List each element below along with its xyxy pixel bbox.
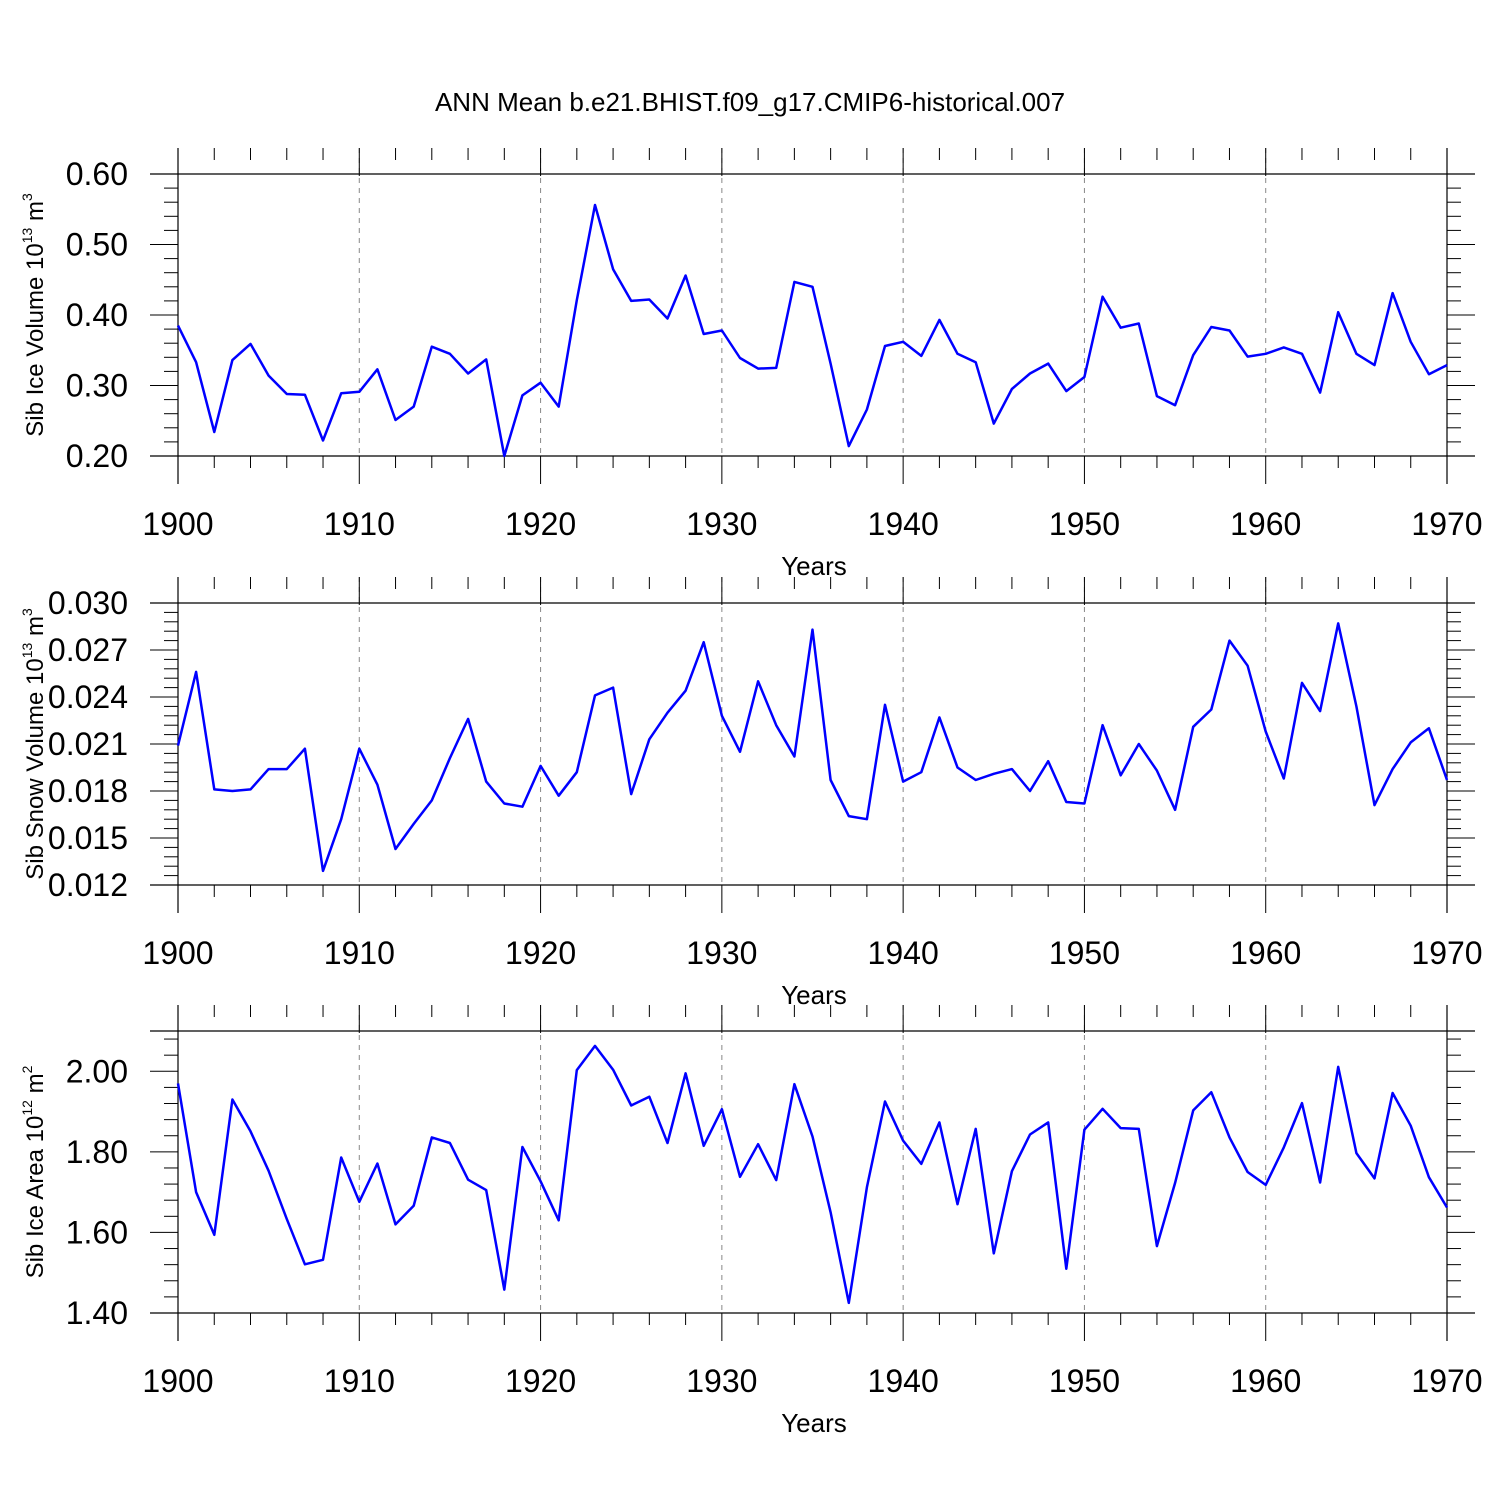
x-axis-label: Years [781,551,847,581]
y-axis-label: Sib Snow Volume 1013 m3 [19,608,49,880]
x-tick-label: 1960 [1230,1363,1301,1399]
x-tick-label: 1900 [142,935,213,971]
y-tick-label: 0.027 [48,632,128,668]
figure-title: ANN Mean b.e21.BHIST.f09_g17.CMIP6-histo… [435,87,1065,117]
x-tick-label: 1920 [505,1363,576,1399]
y-tick-label: 0.015 [48,820,128,856]
x-tick-label: 1940 [868,1363,939,1399]
x-tick-label: 1970 [1411,1363,1482,1399]
y-tick-label: 0.60 [66,156,128,192]
x-axis-label: Years [781,1408,847,1438]
x-tick-label: 1930 [686,506,757,542]
x-tick-label: 1950 [1049,1363,1120,1399]
series-line-snow-volume [176,622,1449,873]
series-line-ice-volume [176,203,1448,458]
y-tick-label: 0.20 [66,438,128,474]
x-tick-label: 1920 [505,935,576,971]
x-tick-label: 1970 [1411,935,1482,971]
x-tick-label: 1950 [1049,935,1120,971]
x-tick-label: 1960 [1230,506,1301,542]
series-line-ice-area [176,1044,1449,1305]
x-tick-label: 1900 [142,1363,213,1399]
y-tick-label: 0.40 [66,297,128,333]
y-tick-label: 1.80 [66,1134,128,1170]
x-tick-label: 1930 [686,935,757,971]
panel-ice-volume: 0.20 0.30 0.40 0.50 0.60 1900 1910 1920 1930 1940… [19,148,1483,581]
x-tick-label: 1970 [1411,506,1482,542]
panel-ice-area: 1.40 1.60 1.80 2.00 1900 1910 1920 1930 1940 1950… [19,1005,1483,1438]
y-tick-label: 1.40 [66,1295,128,1331]
y-tick-label: 0.021 [48,726,128,762]
y-tick-label: 0.50 [66,227,128,263]
panels: 0.20 0.30 0.40 0.50 0.60 1900 1910 1920 1930 1940… [19,148,1483,1438]
y-tick-label: 0.024 [48,679,128,715]
x-axis-label: Years [781,980,847,1010]
y-axis-label: Sib Ice Volume 1013 m3 [19,193,49,437]
x-tick-label: 1940 [868,935,939,971]
x-tick-label: 1960 [1230,935,1301,971]
x-tick-label: 1920 [505,506,576,542]
y-tick-label: 1.60 [66,1214,128,1250]
panel-snow-volume: 0.012 0.015 0.018 0.021 0.024 0.027 0.030 1900 1… [19,577,1483,1010]
y-axis-label: Sib Ice Area 1012 m2 [19,1065,49,1278]
x-tick-label: 1930 [686,1363,757,1399]
y-tick-label: 0.30 [66,368,128,404]
x-tick-label: 1910 [324,935,395,971]
y-tick-label: 0.030 [48,585,128,621]
x-tick-label: 1940 [868,506,939,542]
x-tick-label: 1910 [324,1363,395,1399]
y-tick-label: 0.018 [48,773,128,809]
x-tick-label: 1950 [1049,506,1120,542]
x-tick-label: 1900 [142,506,213,542]
y-tick-label: 2.00 [66,1053,128,1089]
y-tick-label: 0.012 [48,867,128,903]
x-tick-label: 1910 [324,506,395,542]
